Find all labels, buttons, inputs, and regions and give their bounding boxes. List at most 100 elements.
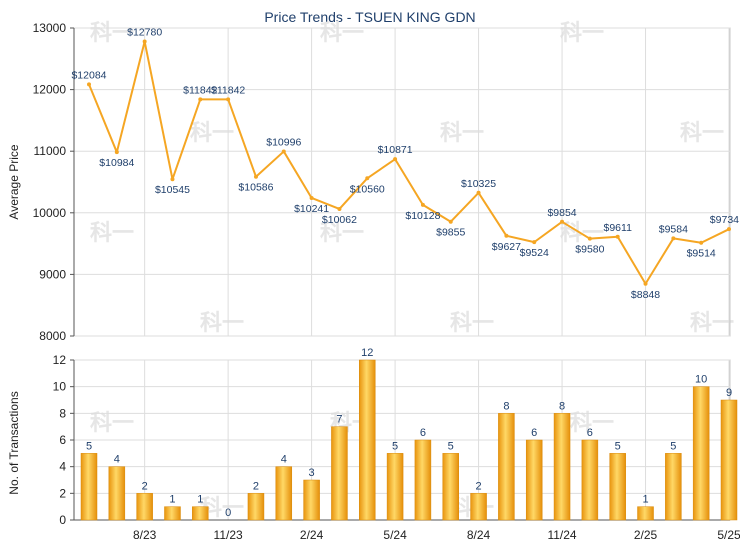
- x-tick-label: 11/24: [547, 528, 576, 542]
- x-tick-label: 2/25: [634, 528, 658, 542]
- price-data-label: $8848: [631, 289, 660, 301]
- transaction-bar: [331, 426, 348, 521]
- price-tick-label: 9000: [39, 267, 66, 281]
- transaction-bar: [470, 493, 487, 521]
- transaction-bar: [359, 359, 376, 521]
- transaction-count-label: 6: [587, 427, 593, 439]
- transaction-bar: [637, 506, 654, 521]
- transaction-bar: [247, 493, 265, 521]
- price-point: [615, 234, 620, 239]
- price-point: [476, 190, 481, 195]
- transaction-bar: [609, 453, 626, 521]
- watermark-text: 科一: [320, 221, 364, 246]
- watermark-text: 科一: [90, 221, 134, 246]
- transaction-bar: [720, 399, 738, 521]
- watermark-text: 科一: [450, 311, 494, 336]
- x-tick-label: 5/24: [383, 528, 407, 542]
- price-data-label: $9854: [547, 207, 576, 219]
- price-data-label: $10984: [99, 157, 134, 169]
- transaction-count-label: 6: [420, 427, 426, 439]
- price-data-label: $10325: [461, 178, 496, 190]
- chart-title: Price Trends - TSUEN KING GDN: [264, 9, 475, 25]
- transaction-count-label: 1: [642, 494, 648, 506]
- transaction-count-label: 12: [361, 347, 373, 359]
- price-point: [532, 240, 537, 245]
- transaction-count-label: 8: [503, 400, 509, 412]
- transaction-bar: [136, 493, 153, 521]
- price-data-label: $9627: [492, 241, 521, 253]
- price-tick-label: 13000: [33, 21, 67, 35]
- price-point: [226, 97, 231, 102]
- transaction-count-label: 6: [531, 427, 537, 439]
- price-point: [699, 240, 704, 245]
- price-data-label: $12084: [71, 69, 106, 81]
- transactions-tick-label: 6: [59, 433, 66, 447]
- price-data-label: $10241: [294, 203, 329, 215]
- watermark-text: 科一: [320, 21, 364, 46]
- transactions-tick-label: 10: [53, 380, 67, 394]
- transactions-tick-label: 8: [59, 406, 66, 420]
- price-point: [253, 174, 258, 179]
- transaction-count-label: 1: [197, 494, 203, 506]
- transactions-tick-label: 2: [59, 486, 66, 500]
- transaction-bar: [80, 453, 98, 521]
- transaction-bar: [498, 413, 515, 521]
- price-point: [337, 206, 342, 211]
- watermark-text: 科一: [90, 411, 134, 436]
- price-data-label: $10128: [405, 210, 440, 222]
- watermark-text: 科一: [690, 311, 734, 336]
- transactions-tick-label: 0: [59, 513, 66, 527]
- price-tick-label: 10000: [33, 206, 67, 220]
- price-point: [587, 236, 592, 241]
- x-tick-label: 2/24: [300, 528, 324, 542]
- watermark-text: 科一: [570, 411, 614, 436]
- transaction-bar: [192, 506, 209, 521]
- transaction-count-label: 3: [309, 467, 315, 479]
- transaction-bar: [386, 453, 404, 521]
- transaction-bar: [303, 479, 320, 521]
- transaction-bar: [164, 506, 181, 521]
- price-point: [448, 219, 453, 224]
- price-tick-label: 8000: [39, 329, 66, 343]
- price-point: [87, 82, 91, 87]
- price-data-label: $9524: [520, 247, 549, 259]
- watermark-group: 科一科一科一科一科一科一科一科一科一科一科一科一科一科一科一科一科一: [90, 21, 734, 521]
- watermark-text: 科一: [440, 121, 484, 146]
- transaction-count-label: 2: [253, 480, 259, 492]
- transaction-bar: [665, 453, 682, 521]
- price-data-label: $9514: [687, 248, 716, 260]
- transactions-axis-label: No. of Transactions: [7, 391, 21, 494]
- price-data-label: $10586: [238, 182, 273, 194]
- price-data-label: $10062: [322, 214, 357, 226]
- price-point: [420, 202, 425, 207]
- transaction-count-label: 5: [615, 440, 621, 452]
- watermark-text: 科一: [90, 21, 134, 46]
- watermark-text: 科一: [190, 121, 234, 146]
- price-data-label: $10996: [266, 136, 301, 148]
- price-data-label: $9584: [659, 223, 688, 235]
- transaction-count-label: 0: [225, 507, 231, 519]
- transaction-count-label: 2: [142, 480, 148, 492]
- x-tick-label: 8/24: [467, 528, 491, 542]
- price-point: [393, 157, 398, 162]
- price-data-label: $9734: [710, 214, 739, 226]
- transaction-count-label: 5: [448, 440, 454, 452]
- price-point: [114, 150, 119, 155]
- price-point: [727, 227, 731, 232]
- transaction-bar: [108, 466, 126, 521]
- price-data-label: $12780: [127, 27, 162, 39]
- price-data-label: $10871: [378, 144, 413, 156]
- price-point: [198, 97, 203, 102]
- watermark-text: 科一: [560, 21, 604, 46]
- price-data-label: $11842: [183, 84, 217, 96]
- x-tick-label: 8/23: [133, 528, 157, 542]
- transaction-bar: [581, 439, 599, 521]
- transaction-bar: [692, 386, 710, 521]
- price-data-label: $9580: [575, 244, 604, 256]
- transaction-bar: [275, 466, 293, 521]
- price-point: [365, 176, 370, 181]
- price-axis-label: Average Price: [7, 144, 21, 219]
- watermark-text: 科一: [200, 311, 244, 336]
